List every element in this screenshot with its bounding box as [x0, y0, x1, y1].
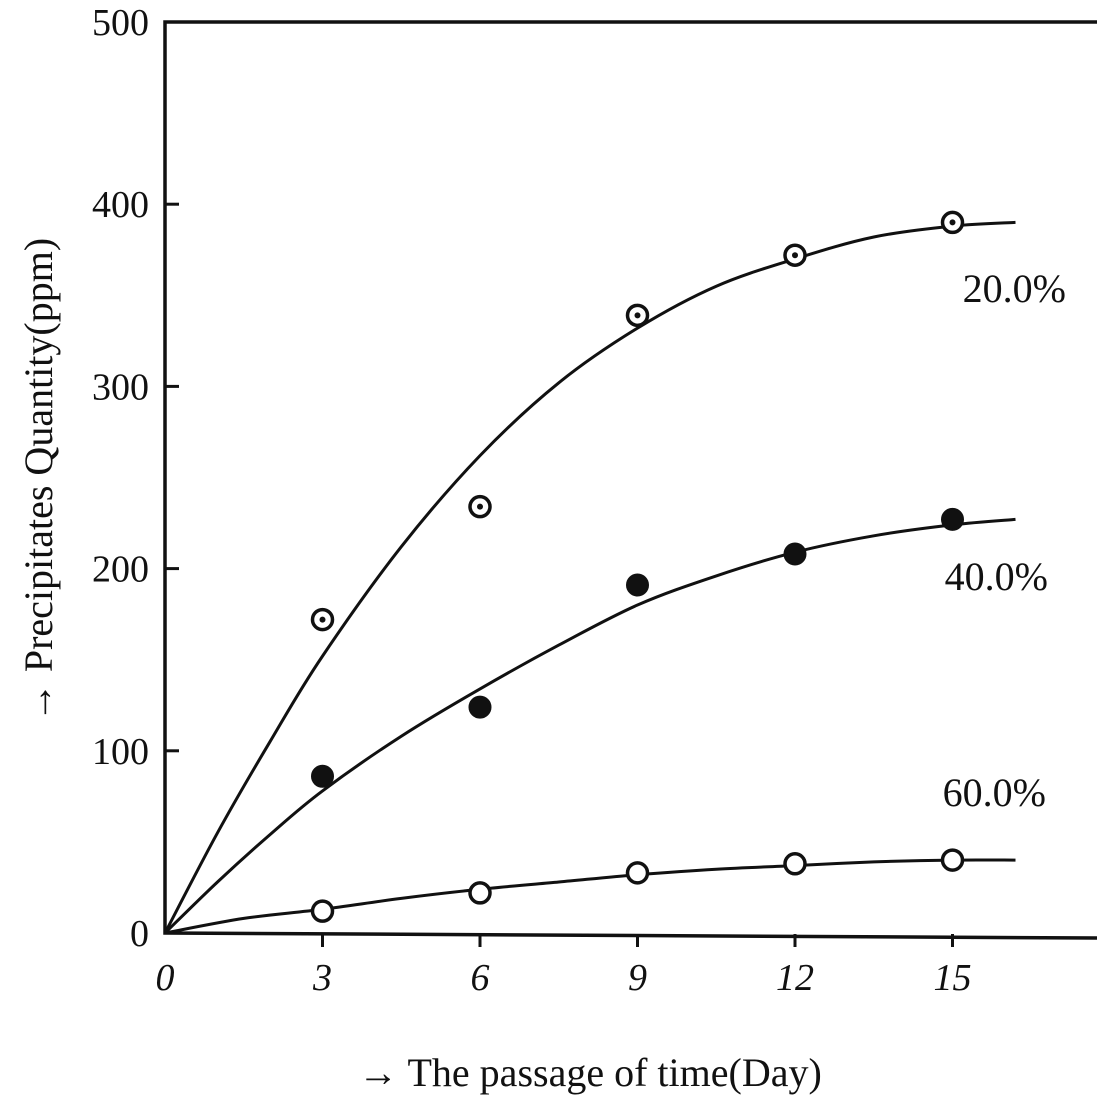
center-dot-marker [949, 219, 956, 226]
x-tick-label: 15 [934, 957, 972, 999]
open-circle-marker [625, 861, 650, 885]
data-point-40-percent [626, 573, 649, 597]
data-point-60-percent [310, 899, 335, 923]
series-points [310, 210, 965, 923]
y-tick-label: 0 [130, 913, 149, 955]
y-axis-ticks: 0 100 200 300 400 500 [92, 2, 179, 955]
data-point-60-percent [468, 881, 492, 905]
center-dot-marker [477, 503, 483, 510]
data-point-60-percent [783, 852, 807, 876]
data-point-40-percent [468, 695, 492, 719]
data-point-20-percent [940, 210, 965, 235]
x-tick-label: 3 [312, 957, 332, 999]
y-tick-label: 500 [92, 2, 149, 44]
data-point-20-percent [310, 607, 335, 632]
y-axis-title: → Precipitates Quantity(ppm) [16, 238, 61, 722]
x-tick-label: 9 [628, 957, 647, 999]
filled-circle-marker [311, 764, 334, 788]
y-tick-label: 200 [92, 549, 149, 591]
open-circle-marker [468, 881, 492, 905]
y-tick-label: 400 [92, 184, 149, 226]
x-tick-label: 12 [776, 957, 814, 999]
filled-circle-marker [468, 695, 492, 719]
x-tick-label: 0 [156, 957, 175, 999]
open-circle-marker [310, 899, 335, 923]
data-point-60-percent [940, 848, 965, 872]
curve-60-percent [164, 858, 1016, 935]
data-point-40-percent [941, 507, 964, 531]
series-label-20-percent: 20.0% [963, 266, 1066, 311]
data-point-40-percent [311, 764, 334, 788]
series-label-40-percent: 40.0% [945, 554, 1048, 599]
open-circle-marker [940, 848, 965, 872]
data-point-60-percent [625, 861, 650, 885]
x-axis-title: → The passage of time(Day) [358, 1050, 822, 1095]
data-point-20-percent [625, 303, 650, 328]
center-dot-marker [319, 616, 326, 623]
curve-40-percent [163, 517, 1016, 935]
series-labels: 20.0% 40.0% 60.0% [943, 266, 1066, 815]
y-tick-label: 100 [92, 731, 149, 773]
data-point-40-percent [783, 542, 807, 566]
center-dot-marker [792, 252, 798, 259]
plot-frame [163, 20, 1097, 940]
series-label-60-percent: 60.0% [943, 770, 1046, 815]
series-curves [163, 220, 1016, 935]
filled-circle-marker [783, 542, 807, 566]
data-point-20-percent [783, 243, 807, 267]
open-circle-marker [783, 852, 807, 876]
y-tick-label: 300 [92, 366, 149, 408]
x-tick-label: 6 [471, 957, 490, 999]
x-axis-ticks: 0 3 6 9 12 15 [156, 934, 972, 999]
center-dot-marker [634, 312, 641, 319]
data-point-20-percent [468, 494, 492, 519]
filled-circle-marker [941, 507, 964, 531]
plot-axes-frame [163, 20, 1097, 940]
filled-circle-marker [626, 573, 649, 597]
curve-20-percent [163, 220, 1016, 934]
